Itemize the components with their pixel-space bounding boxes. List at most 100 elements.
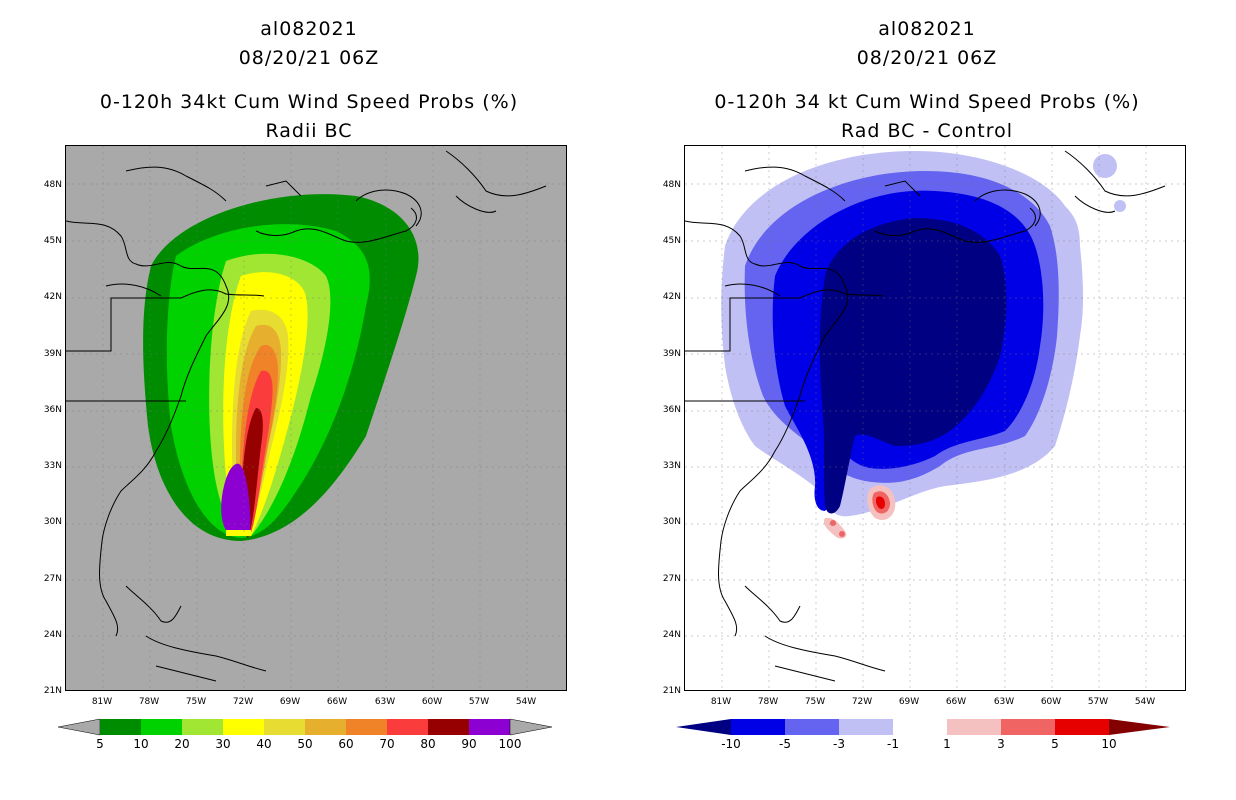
- lon-label-78w: 78W: [138, 697, 160, 707]
- contour-neg1-blob: [1093, 154, 1117, 178]
- lat-label-36n: 36N: [662, 405, 681, 415]
- colorbar-bin-80-90: [428, 719, 469, 735]
- colorbar-tick-20: 20: [174, 737, 190, 751]
- probability-map: [65, 145, 567, 691]
- lon-label-66w: 66W: [945, 697, 967, 707]
- colorbar-bin-70-80: [387, 719, 428, 735]
- colorbar-tick-neg3: -3: [833, 737, 845, 751]
- contour-neg1-blob-2: [1114, 200, 1126, 212]
- contour-neg10: [819, 218, 1007, 514]
- product-title: 0-120h 34kt Cum Wind Speed Probs (%): [99, 91, 519, 113]
- colorbar-bin-10-20: [141, 719, 182, 735]
- colorbar-tick-80: 80: [420, 737, 436, 751]
- colorbar-bin-30-40: [223, 719, 264, 735]
- lon-label-66w: 66W: [326, 697, 348, 707]
- colorbar-bin-20-30: [182, 719, 223, 735]
- lat-label-33n: 33N: [662, 461, 681, 471]
- colorbar: [676, 719, 1170, 735]
- colorbar-bin-neg1-1: [893, 719, 947, 735]
- lat-label-42n: 42N: [662, 292, 681, 302]
- colorbar-extend-high: [1109, 719, 1170, 735]
- datetime-title: 08/20/21 06Z: [856, 47, 998, 69]
- coastlines: [66, 150, 547, 682]
- product-subtitle: Radii BC: [265, 120, 353, 142]
- colorbar-bin-90-100: [469, 719, 510, 735]
- contour-pos3-south-2: [839, 531, 845, 537]
- colorbar-bin-3-5: [1001, 719, 1055, 735]
- lon-label-60w: 60W: [1040, 697, 1062, 707]
- colorbar-bin-1-3: [947, 719, 1001, 735]
- colorbar-tick-50: 50: [297, 737, 313, 751]
- product-title: 0-120h 34 kt Cum Wind Speed Probs (%): [714, 91, 1140, 113]
- lon-label-75w: 75W: [185, 697, 207, 707]
- storm-id-title: al082021: [878, 18, 976, 40]
- lat-label-24n: 24N: [662, 630, 681, 640]
- storm-id-title: al082021: [260, 18, 358, 40]
- colorbar-bin-neg10-neg5: [731, 719, 785, 735]
- right-panel: al082021 08/20/21 06Z 0-120h 34 kt Cum W…: [618, 0, 1236, 800]
- colorbar-tick-3: 3: [997, 737, 1005, 751]
- datetime-title: 08/20/21 06Z: [238, 47, 380, 69]
- lat-label-21n: 21N: [662, 686, 681, 696]
- lat-label-48n: 48N: [662, 180, 681, 190]
- lat-label-36n: 36N: [43, 405, 62, 415]
- lat-label-24n: 24N: [43, 630, 62, 640]
- lat-label-42n: 42N: [43, 292, 62, 302]
- colorbar-tick-neg1: -1: [887, 737, 899, 751]
- map-svg: [685, 146, 1185, 690]
- product-subtitle: Rad BC - Control: [840, 120, 1014, 142]
- colorbar-tick-30: 30: [215, 737, 231, 751]
- colorbar-bin-40-50: [264, 719, 305, 735]
- lat-label-33n: 33N: [43, 461, 62, 471]
- colorbar-extend-high: [509, 718, 553, 736]
- colorbar-tick-neg5: -5: [779, 737, 791, 751]
- lat-label-39n: 39N: [662, 349, 681, 359]
- lon-label-81w: 81W: [91, 697, 113, 707]
- colorbar-bin-neg5-neg3: [785, 719, 839, 735]
- lon-label-72w: 72W: [851, 697, 873, 707]
- colorbar-tick-90: 90: [461, 737, 477, 751]
- coastlines: [685, 150, 1166, 682]
- lat-label-21n: 21N: [43, 686, 62, 696]
- colorbar-tick-5: 5: [1051, 737, 1059, 751]
- lat-label-45n: 45N: [662, 236, 681, 246]
- difference-map: [684, 145, 1186, 691]
- lon-label-54w: 54W: [515, 697, 537, 707]
- lat-label-30n: 30N: [662, 517, 681, 527]
- lon-label-69w: 69W: [898, 697, 920, 707]
- map-svg: [66, 146, 566, 690]
- lat-label-48n: 48N: [43, 180, 62, 190]
- colorbar-extend-low: [58, 718, 101, 736]
- colorbar-bin-5-10: [1055, 719, 1109, 735]
- lon-label-78w: 78W: [757, 697, 779, 707]
- contour-100-edge: [226, 530, 251, 536]
- colorbar-tick-1: 1: [943, 737, 951, 751]
- colorbar-bin-60-70: [346, 719, 387, 735]
- lon-label-75w: 75W: [804, 697, 826, 707]
- lat-label-45n: 45N: [43, 236, 62, 246]
- colorbar-bin-5-10: [100, 719, 141, 735]
- colorbar-tick-neg10: -10: [721, 737, 741, 751]
- left-panel: al082021 08/20/21 06Z 0-120h 34kt Cum Wi…: [43, 18, 567, 751]
- colorbar: [58, 718, 553, 736]
- colorbar-bin-50-60: [305, 719, 346, 735]
- contour-pos5: [875, 496, 885, 509]
- contour-pos3-south: [830, 520, 836, 526]
- colorbar-tick-40: 40: [256, 737, 272, 751]
- lon-label-72w: 72W: [232, 697, 254, 707]
- lat-label-27n: 27N: [43, 574, 62, 584]
- lon-label-57w: 57W: [1087, 697, 1109, 707]
- lon-label-57w: 57W: [468, 697, 490, 707]
- lon-label-63w: 63W: [993, 697, 1015, 707]
- colorbar-tick-100: 100: [498, 737, 522, 751]
- lon-label-54w: 54W: [1134, 697, 1156, 707]
- colorbar-extend-low: [676, 719, 731, 735]
- lon-label-63w: 63W: [374, 697, 396, 707]
- colorbar-bin-neg3-neg1: [839, 719, 893, 735]
- lon-label-60w: 60W: [421, 697, 443, 707]
- lon-label-69w: 69W: [279, 697, 301, 707]
- lon-label-81w: 81W: [710, 697, 732, 707]
- lat-label-30n: 30N: [43, 517, 62, 527]
- contour-90-100: [221, 463, 251, 530]
- colorbar-tick-10: 10: [133, 737, 149, 751]
